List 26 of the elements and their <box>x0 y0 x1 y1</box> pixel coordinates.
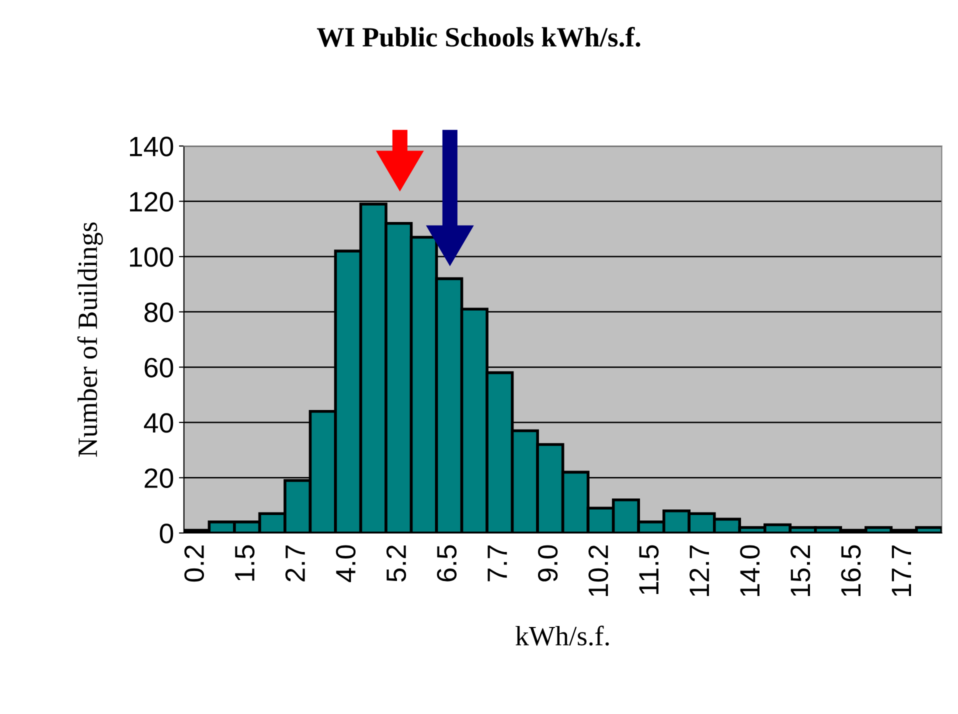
x-tick-label: 0.2 <box>184 546 204 582</box>
y-tick-label: 40 <box>144 413 174 433</box>
x-tick-label: 17.7 <box>892 546 912 596</box>
x-tick-label: 4.0 <box>336 545 356 582</box>
x-tick-label: 15.2 <box>790 546 810 596</box>
y-tick-label: 120 <box>130 192 174 212</box>
y-tick-label: 80 <box>144 302 174 322</box>
x-tick-label: 1.5 <box>235 545 255 581</box>
x-tick-label: 9.0 <box>538 545 558 582</box>
x-tick-label: 12.7 <box>690 546 709 596</box>
y-axis-title: Number of Buildings <box>77 222 103 457</box>
y-tick-label: 140 <box>130 136 174 156</box>
x-tick-label: 11.5 <box>639 545 659 594</box>
y-tick-label: 100 <box>130 247 174 267</box>
x-tick-label: 6.5 <box>436 545 457 582</box>
x-tick-label: 2.7 <box>285 546 305 582</box>
x-tick-label: 7.7 <box>488 546 507 582</box>
x-tick-label: 10.2 <box>588 546 608 596</box>
x-tick-label: 5.2 <box>386 546 406 582</box>
y-tick-label: 60 <box>144 358 174 378</box>
x-tick-label: 16.5 <box>841 545 861 596</box>
x-axis-title: kWh/s.f. <box>516 626 609 646</box>
y-tick-label: 0 <box>160 524 174 544</box>
y-tick-label: 20 <box>144 468 174 488</box>
chart-title: WI Public Schools kWh/s.f. <box>316 26 640 47</box>
x-tick-label: 14.0 <box>740 545 760 596</box>
